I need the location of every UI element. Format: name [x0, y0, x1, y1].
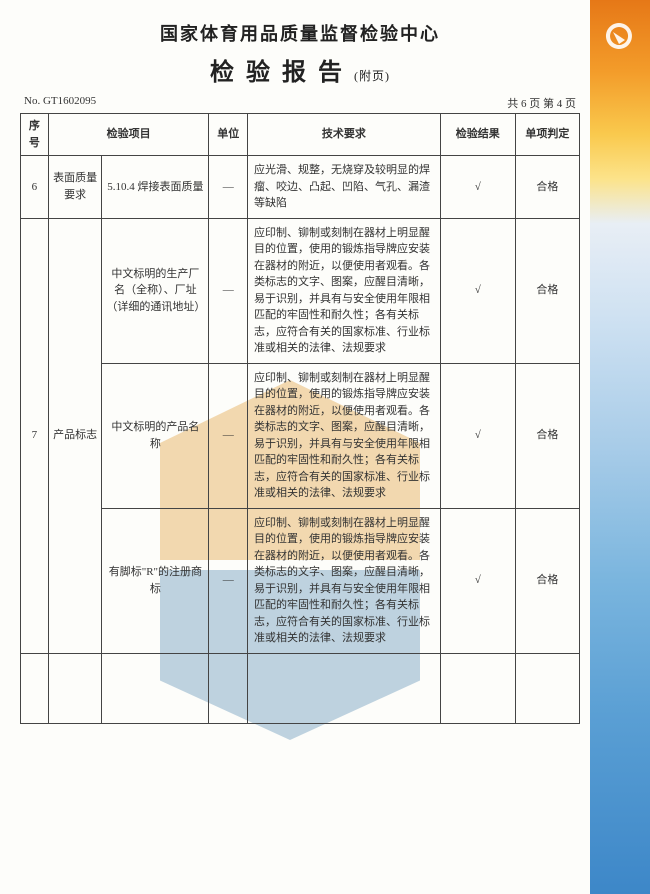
table-row-empty — [21, 653, 580, 723]
table-row: 7 产品标志 中文标明的生产厂名（全称）、厂址（详细的通讯地址） — 应印制、铆… — [21, 218, 580, 363]
report-title: 检验报告(附页) — [20, 52, 580, 87]
cell-unit: — — [209, 156, 248, 219]
cell-seq: 7 — [21, 218, 49, 653]
doc-no-label: No. — [24, 95, 40, 107]
cell-unit: — — [209, 363, 248, 508]
col-seq: 序号 — [21, 114, 49, 156]
cell-item: 中文标明的产品名称 — [102, 363, 209, 508]
report-subtitle: (附页) — [354, 69, 390, 83]
cell-item-group: 表面质量要求 — [48, 156, 102, 219]
table-row: 6 表面质量要求 5.10.4 焊接表面质量 — 应光滑、规整，无烧穿及较明显的… — [21, 156, 580, 219]
inspection-table: 序号 检验项目 单位 技术要求 检验结果 单项判定 6 表面质量要求 5.10.… — [20, 113, 580, 724]
doc-number: No. GT1602095 — [24, 95, 96, 111]
cell-judgement: 合格 — [515, 218, 579, 363]
meta-row: No. GT1602095 共 6 页 第 4 页 — [20, 95, 580, 111]
logo-icon — [603, 20, 635, 52]
col-requirement: 技术要求 — [247, 114, 440, 156]
cell-item: 5.10.4 焊接表面质量 — [102, 156, 209, 219]
cell-requirement: 应印制、铆制或刻制在器材上明显醒目的位置，使用的锻炼指导牌应安装在器材的附近，以… — [247, 218, 440, 363]
report-page: 国家体育用品质量监督检验中心 检验报告(附页) No. GT1602095 共 … — [20, 10, 580, 734]
cell-seq: 6 — [21, 156, 49, 219]
cell-item: 有脚标"R"的注册商标 — [102, 508, 209, 653]
col-result: 检验结果 — [440, 114, 515, 156]
doc-no-value: GT1602095 — [43, 95, 96, 107]
cell-result: √ — [440, 218, 515, 363]
col-unit: 单位 — [209, 114, 248, 156]
cell-requirement: 应光滑、规整，无烧穿及较明显的焊瘤、咬边、凸起、凹陷、气孔、漏渣等缺陷 — [247, 156, 440, 219]
cell-requirement: 应印制、铆制或刻制在器材上明显醒目的位置，使用的锻炼指导牌应安装在器材的附近，以… — [247, 508, 440, 653]
col-item: 检验项目 — [48, 114, 209, 156]
table-row: 有脚标"R"的注册商标 — 应印制、铆制或刻制在器材上明显醒目的位置，使用的锻炼… — [21, 508, 580, 653]
report-title-text: 检验报告 — [210, 60, 354, 86]
cell-judgement: 合格 — [515, 508, 579, 653]
organization-title: 国家体育用品质量监督检验中心 — [20, 20, 580, 46]
cell-item: 中文标明的生产厂名（全称）、厂址（详细的通讯地址） — [102, 218, 209, 363]
cell-item-group: 产品标志 — [48, 218, 102, 653]
col-judgement: 单项判定 — [515, 114, 579, 156]
cell-unit: — — [209, 508, 248, 653]
cell-unit: — — [209, 218, 248, 363]
page-info: 共 6 页 第 4 页 — [507, 95, 576, 111]
cell-result: √ — [440, 363, 515, 508]
cell-result: √ — [440, 156, 515, 219]
side-gradient — [590, 0, 650, 894]
table-row: 中文标明的产品名称 — 应印制、铆制或刻制在器材上明显醒目的位置，使用的锻炼指导… — [21, 363, 580, 508]
cell-judgement: 合格 — [515, 156, 579, 219]
cell-requirement: 应印制、铆制或刻制在器材上明显醒目的位置，使用的锻炼指导牌应安装在器材的附近，以… — [247, 363, 440, 508]
cell-judgement: 合格 — [515, 363, 579, 508]
table-header-row: 序号 检验项目 单位 技术要求 检验结果 单项判定 — [21, 114, 580, 156]
cell-result: √ — [440, 508, 515, 653]
